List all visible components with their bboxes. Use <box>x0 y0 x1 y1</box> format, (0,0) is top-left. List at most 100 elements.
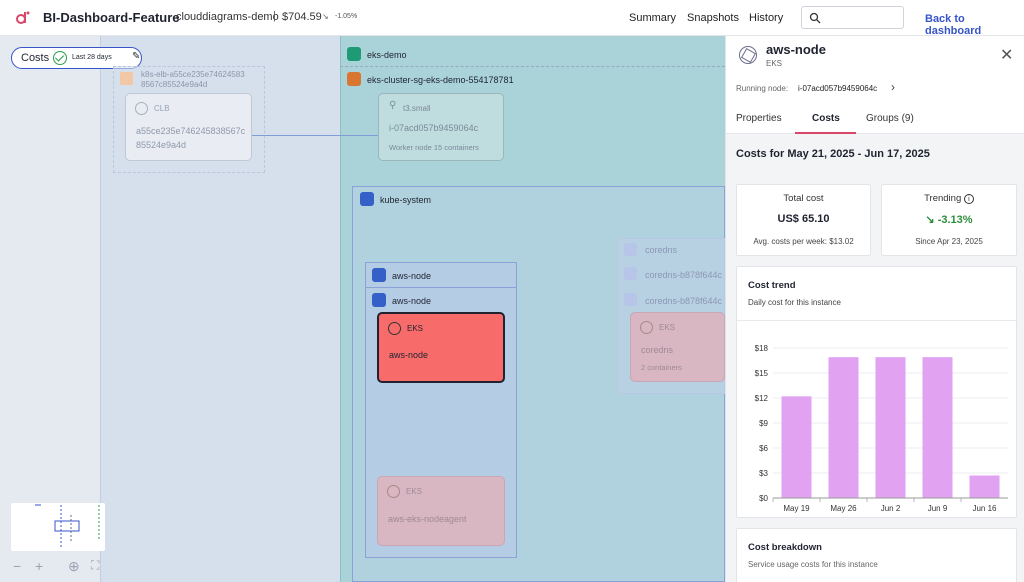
instance-icon: ⚲ <box>389 100 397 111</box>
breakdown-title: Cost breakdown <box>748 542 822 553</box>
namespace-icon <box>360 192 374 206</box>
tab-costs[interactable]: Costs <box>812 113 840 124</box>
chart-bar[interactable] <box>875 357 906 498</box>
divider <box>365 287 517 288</box>
zoom-out-icon[interactable]: − <box>13 558 22 574</box>
search-icon <box>809 12 821 24</box>
separator: | <box>273 10 276 22</box>
app-title: BI-Dashboard-Feature <box>43 10 180 25</box>
eks-type: EKS <box>659 323 676 332</box>
aws-node-label: aws-node <box>392 271 432 281</box>
close-icon[interactable]: ✕ <box>1000 47 1014 64</box>
filter-label: Costs <box>21 52 50 64</box>
eks-icon <box>387 485 400 498</box>
pod-icon <box>372 293 386 307</box>
eks-name: aws-eks-nodeagent <box>388 514 467 524</box>
eks-name: aws-node <box>389 350 429 360</box>
coredns-sub: 2 containers <box>641 363 682 372</box>
eks-type: EKS <box>406 487 423 496</box>
y-tick-label: $15 <box>755 369 769 378</box>
kube-system-label: kube-system <box>380 195 432 205</box>
divider <box>737 320 1018 321</box>
panel-subtitle: EKS <box>766 59 783 68</box>
cluster-sg-label[interactable]: eks-cluster-sg-eks-demo-554178781 <box>367 75 514 85</box>
app-logo-icon[interactable] <box>12 8 32 28</box>
search-input[interactable] <box>801 6 904 29</box>
coredns-label: coredns <box>645 245 678 255</box>
clb-name: a55ce235e746245838567c85524e9a4d <box>136 126 246 150</box>
top-bar: BI-Dashboard-Feature clouddiagrams-demo … <box>0 0 1024 37</box>
recenter-icon[interactable]: ⊕ <box>68 558 80 574</box>
clb-node[interactable]: CLB a55ce235e746245838567c85524e9a4d <box>125 93 252 161</box>
chart-title: Cost trend <box>748 280 796 291</box>
panel-header: aws-node EKS ✕ Running node: i-07acd057b… <box>726 36 1024 134</box>
deployment-icon <box>624 243 637 256</box>
cost-filter-chip[interactable]: Costs Last 28 days ✎ <box>11 47 142 69</box>
cost-breakdown-card: Cost breakdown Service usage costs for t… <box>736 528 1017 582</box>
aws-node-selected-card[interactable]: EKS aws-node <box>377 312 505 383</box>
eks-icon <box>640 321 653 334</box>
active-tab-indicator <box>795 132 856 134</box>
project-name[interactable]: clouddiagrams-demo <box>176 11 279 23</box>
eks-cluster-icon <box>347 47 361 61</box>
clb-type: CLB <box>154 104 170 113</box>
minimap[interactable] <box>11 503 105 551</box>
coredns-name: coredns <box>641 345 674 355</box>
trending-label-text: Trending <box>924 193 962 204</box>
cost-trend-chart: $0 $3 $6 $9 $12 $15 $18 May 19 May 26 Jun 2 Jun 9 J… <box>755 344 1008 513</box>
total-cost-label: Total cost <box>783 193 824 204</box>
chart-bar[interactable] <box>781 396 812 498</box>
cost-trend-card: Cost trend Daily cost for this instance … <box>736 266 1018 518</box>
chart-bar[interactable] <box>828 357 859 498</box>
y-tick-label: $12 <box>755 394 769 403</box>
nav-summary[interactable]: Summary <box>629 12 677 24</box>
clb-icon <box>135 102 148 115</box>
total-cost-value: US$ 65.10 <box>777 213 830 225</box>
back-to-dashboard-link[interactable]: Back to dashboard <box>925 13 982 37</box>
breakdown-subtitle: Service usage costs for this instance <box>748 560 878 569</box>
info-icon[interactable]: i <box>963 194 974 204</box>
y-tick-label: $3 <box>759 469 768 478</box>
security-group-lock-icon <box>347 72 361 86</box>
eks-demo-label[interactable]: eks-demo <box>367 50 407 60</box>
divider <box>340 66 725 67</box>
diagram-canvas[interactable]: Costs Last 28 days ✎ k8s-elb-a55ce235e74… <box>0 36 725 582</box>
nav-snapshots[interactable]: Snapshots <box>687 12 739 24</box>
x-tick-label: May 19 <box>783 504 810 513</box>
trending-label: Trending i <box>882 193 1016 204</box>
eks-type: EKS <box>407 324 424 333</box>
panel-title: aws-node <box>766 42 826 57</box>
tab-groups[interactable]: Groups (9) <box>866 113 914 124</box>
edit-icon[interactable]: ✎ <box>132 51 141 62</box>
x-tick-label: May 26 <box>830 504 857 513</box>
running-node-value[interactable]: i-07acd057b9459064c <box>798 84 878 93</box>
nav-history[interactable]: History <box>749 12 784 24</box>
coredns-replicaset-label: coredns-b878f644c <box>645 270 723 280</box>
chart-bar[interactable] <box>922 357 953 498</box>
coredns-card[interactable]: EKS coredns 2 containers <box>630 312 725 382</box>
avg-cost-text: Avg. costs per week: $13.02 <box>753 237 854 246</box>
fit-view-icon[interactable]: ⛶ <box>91 558 100 572</box>
lock-icon <box>120 72 133 85</box>
y-tick-label: $18 <box>755 344 769 353</box>
eks-icon <box>388 322 401 335</box>
trending-since: Since Apr 23, 2025 <box>915 237 983 246</box>
x-tick-label: Jun 2 <box>881 504 901 513</box>
connection-line <box>252 135 378 136</box>
chart-bar[interactable] <box>969 475 1000 499</box>
coredns-pod-label: coredns-b878f644c <box>645 296 723 306</box>
check-circle-icon <box>53 51 67 65</box>
ec2-node[interactable]: ⚲ t3.small i-07acd057b9459064c Worker no… <box>378 93 504 161</box>
zoom-in-icon[interactable]: + <box>35 558 44 574</box>
cost-period-heading: Costs for May 21, 2025 - Jun 17, 2025 <box>736 148 930 160</box>
aws-eks-nodeagent-card[interactable]: EKS aws-eks-nodeagent <box>377 476 505 546</box>
elb-group-label: k8s-elb-a55ce235e74624583 8567c85524e9a4… <box>141 70 245 89</box>
trending-card: Trending i ↘ -3.13% Since Apr 23, 2025 <box>881 184 1017 256</box>
tab-properties[interactable]: Properties <box>736 113 782 124</box>
filter-range: Last 28 days <box>72 54 112 61</box>
running-node-label: Running node: <box>736 84 789 93</box>
pod-icon <box>624 293 637 306</box>
x-tick-label: Jun 9 <box>928 504 948 513</box>
total-cost: $704.59 <box>282 11 322 23</box>
chevron-right-icon[interactable]: › <box>891 80 895 94</box>
